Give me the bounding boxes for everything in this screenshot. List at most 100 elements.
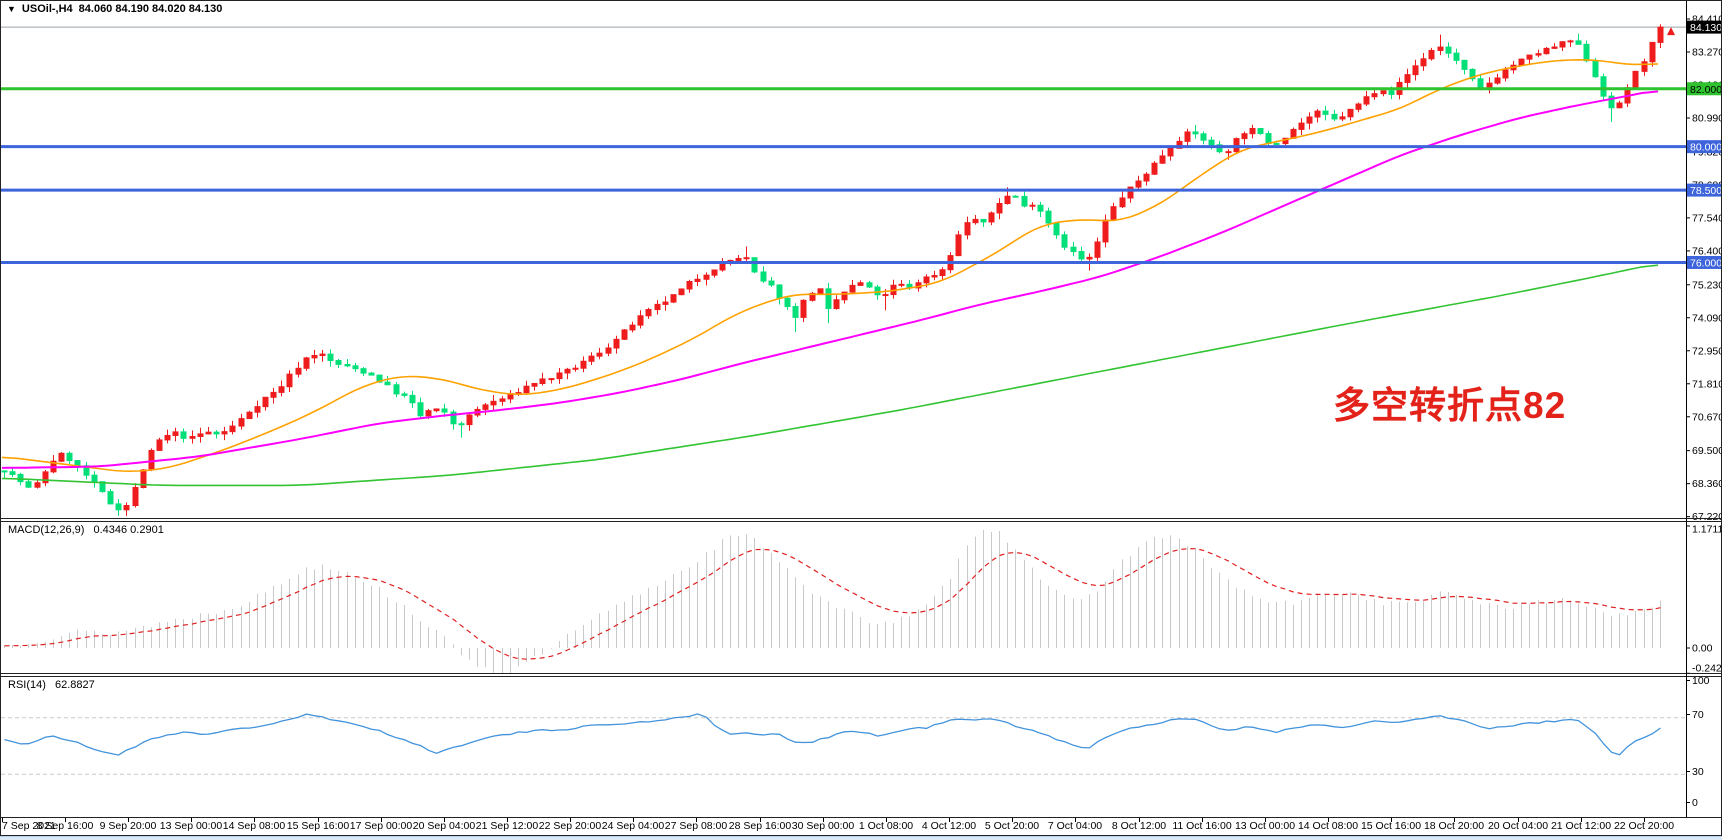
candle-body	[776, 284, 783, 299]
candle-body	[1135, 180, 1142, 188]
candle-body	[1347, 108, 1354, 118]
candle-body	[1078, 251, 1085, 260]
candle-body	[17, 473, 24, 483]
candle-body	[1167, 147, 1174, 157]
macd-tick-label: -0.2424	[1692, 663, 1722, 675]
price-tick-label: 75.230	[1692, 279, 1722, 291]
candle-body	[1380, 90, 1387, 95]
candle-body	[588, 355, 595, 362]
candle-body	[205, 431, 212, 435]
candle-body	[189, 435, 196, 439]
candle-body	[270, 391, 277, 398]
candle-body	[1249, 127, 1256, 135]
candle-body	[670, 294, 677, 303]
ma-slow-green	[1, 264, 1659, 487]
time-tick-label: 18 Oct 20:00	[1424, 820, 1484, 832]
candle-body	[1632, 70, 1639, 89]
time-tick-label: 15 Sep 16:00	[287, 820, 350, 832]
rsi-indicator-name: RSI(14)	[8, 679, 46, 691]
price-tick-label: 68.360	[1692, 478, 1722, 490]
candle-body	[58, 452, 65, 462]
candle-body	[327, 353, 334, 362]
candle-body	[441, 408, 448, 413]
candle-body	[1216, 144, 1223, 153]
last-price-arrow-icon	[1667, 27, 1675, 36]
price-tick-label: 72.950	[1692, 345, 1722, 357]
candle-body	[866, 282, 873, 288]
rsi-tick-label: 0	[1692, 797, 1698, 809]
candle-body	[164, 434, 171, 441]
candle-body	[596, 352, 603, 357]
candle-body	[1004, 195, 1011, 205]
candle-body	[1371, 93, 1378, 98]
time-tick-label: 21 Sep 12:00	[476, 820, 539, 832]
macd-indicator-values: 0.4346 0.2901	[93, 524, 164, 536]
candle-body	[1535, 53, 1542, 56]
candle-body	[1110, 206, 1117, 221]
symbol-dropdown-icon[interactable]: ▼	[7, 4, 16, 14]
candle-body	[849, 284, 856, 293]
candle-body	[678, 288, 685, 296]
candle-body	[319, 353, 326, 357]
time-tick-label: 8 Oct 12:00	[1112, 820, 1166, 832]
rsi-tick-label: 30	[1692, 766, 1704, 778]
rsi-pane: 100 70 30 0	[1, 675, 1710, 809]
ma-mid-magenta	[1, 90, 1659, 469]
candle-body	[1143, 173, 1150, 182]
time-tick-label: 27 Sep 08:00	[665, 820, 728, 832]
candle-body	[278, 386, 285, 393]
moving-averages	[1, 58, 1659, 487]
current-price-box	[1686, 20, 1722, 34]
candle-body	[1453, 52, 1460, 61]
candle-body	[833, 299, 840, 310]
candle-body	[107, 491, 114, 505]
level-price-box-label: 78.500	[1690, 185, 1722, 197]
macd-tick-label: 0.00	[1692, 643, 1713, 655]
candle-body	[857, 282, 864, 286]
time-tick-label: 14 Sep 08:00	[223, 820, 286, 832]
candle-body	[311, 355, 318, 359]
annotation-text: 多空转折点82	[1333, 385, 1567, 426]
candle-body	[303, 357, 310, 369]
candle-body	[254, 406, 261, 413]
candle-body	[1649, 41, 1656, 63]
candle-body	[172, 431, 179, 436]
price-tick-label: 80.990	[1692, 113, 1722, 125]
candle-body	[384, 381, 391, 386]
candle-body	[923, 276, 930, 284]
candle-body	[221, 431, 228, 435]
candle-body	[262, 396, 269, 408]
candle-body	[1314, 110, 1321, 118]
candle-body	[499, 398, 506, 402]
candle-body	[548, 378, 555, 381]
candle-body	[1053, 222, 1060, 236]
candle-body	[988, 212, 995, 223]
candle-body	[1583, 43, 1590, 62]
candle-body	[425, 410, 432, 417]
candle-body	[972, 218, 979, 224]
candle-body	[401, 393, 408, 396]
candle-body	[246, 411, 253, 420]
candle-body	[1029, 204, 1036, 207]
candle-body	[735, 258, 742, 261]
candle-body	[996, 203, 1003, 214]
price-tick-label: 71.810	[1692, 378, 1722, 390]
candle-body	[1461, 59, 1468, 70]
candle-body	[1, 470, 8, 473]
candle-body	[1037, 204, 1044, 212]
level-price-box-label: 76.000	[1690, 257, 1722, 269]
price-tick-label: 76.400	[1692, 245, 1722, 257]
candle-body	[368, 372, 375, 376]
candle-body	[123, 505, 130, 511]
candle-body	[1070, 246, 1077, 253]
time-tick-label: 9 Sep 20:00	[100, 820, 157, 832]
candle-body	[1559, 41, 1566, 48]
price-tick-label: 77.540	[1692, 212, 1722, 224]
candle-body	[34, 482, 41, 488]
candlesticks	[1, 24, 1664, 516]
candle-body	[1592, 60, 1599, 78]
time-tick-label: 7 Oct 04:00	[1048, 820, 1102, 832]
candle-body	[1159, 155, 1166, 164]
candle-body	[1176, 140, 1183, 149]
